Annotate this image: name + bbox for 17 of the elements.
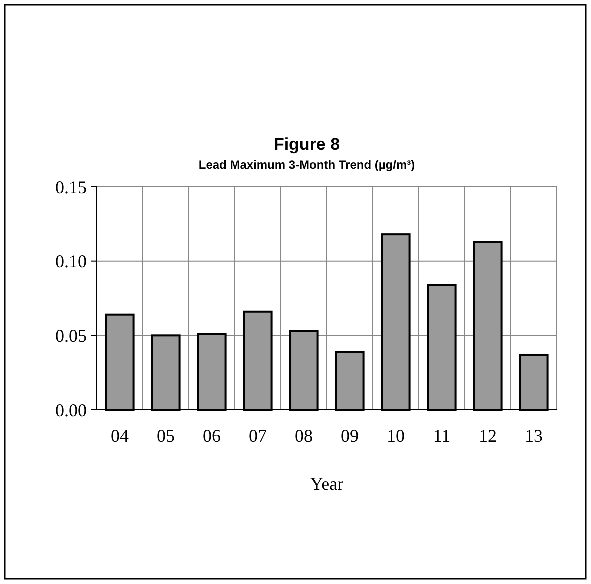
x-tick-label: 05 [157,426,175,446]
y-tick-label: 0.00 [56,400,87,420]
x-tick-label: 11 [433,426,451,446]
x-axis-title: Year [310,474,344,494]
x-tick-label: 10 [387,426,405,446]
x-tick-label: 04 [111,426,129,446]
y-tick-label: 0.15 [56,177,87,198]
chart-title: Figure 8 [274,135,340,154]
x-tick-label: 13 [525,426,543,446]
x-tick-label: 07 [249,426,267,446]
x-tick-label: 06 [203,426,221,446]
x-tick-label: 12 [479,426,497,446]
chart-subtitle: Lead Maximum 3-Month Trend (µg/m³) [198,158,416,172]
x-tick-label: 08 [295,426,313,446]
y-tick-label: 0.10 [56,252,87,272]
x-tick-label: 09 [341,426,359,446]
y-tick-label: 0.05 [56,326,87,346]
